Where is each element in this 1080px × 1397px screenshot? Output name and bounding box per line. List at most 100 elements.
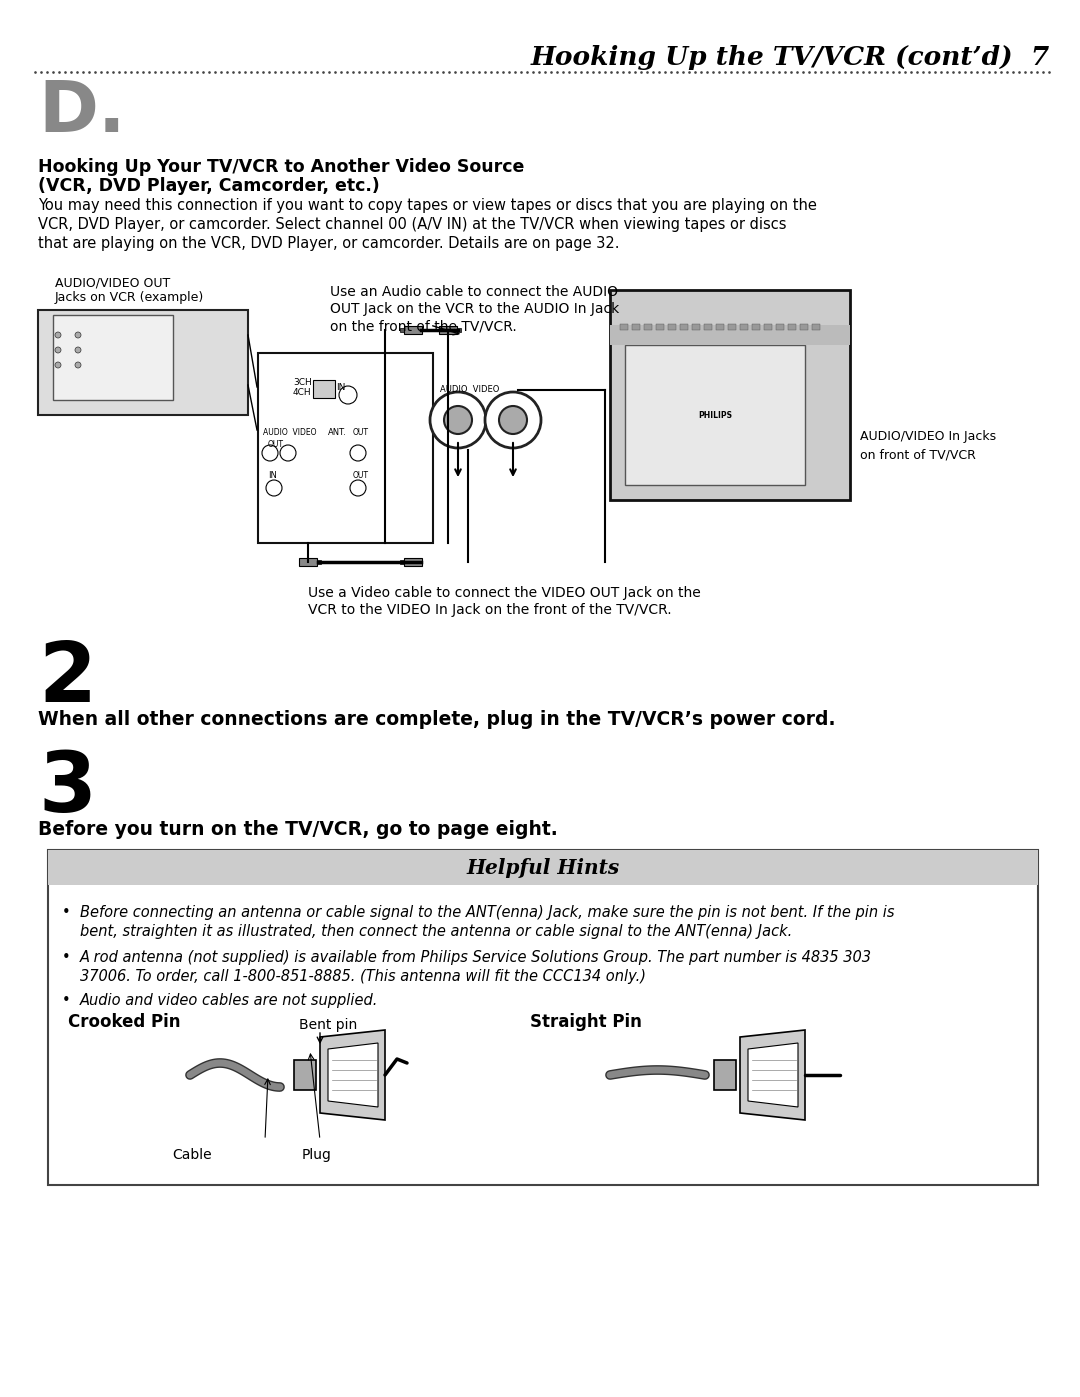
Bar: [764, 324, 772, 330]
Circle shape: [430, 393, 486, 448]
Bar: [438, 326, 457, 334]
Bar: [53, 314, 173, 400]
Circle shape: [55, 346, 60, 353]
Text: 3: 3: [38, 747, 96, 828]
Bar: [812, 324, 820, 330]
Bar: [632, 324, 640, 330]
Bar: [38, 310, 248, 415]
Circle shape: [339, 386, 357, 404]
Text: on front of TV/VCR: on front of TV/VCR: [860, 448, 976, 461]
Bar: [680, 324, 688, 330]
Circle shape: [444, 407, 472, 434]
Bar: [318, 560, 321, 564]
Text: Bent pin: Bent pin: [299, 1018, 357, 1032]
Circle shape: [350, 446, 366, 461]
Text: 3CH: 3CH: [293, 379, 312, 387]
Circle shape: [350, 481, 366, 496]
Text: AUDIO  VIDEO: AUDIO VIDEO: [264, 427, 316, 437]
Polygon shape: [748, 1044, 798, 1106]
Text: OUT: OUT: [353, 427, 369, 437]
Circle shape: [75, 362, 81, 367]
Text: Use a Video cable to connect the VIDEO OUT Jack on the: Use a Video cable to connect the VIDEO O…: [308, 585, 701, 599]
Bar: [692, 324, 700, 330]
Text: IN: IN: [336, 383, 346, 393]
Text: Hooking Up the TV/VCR (cont’d)  7: Hooking Up the TV/VCR (cont’d) 7: [530, 46, 1050, 70]
Text: Jacks on VCR (example): Jacks on VCR (example): [55, 291, 204, 305]
Text: Audio and video cables are not supplied.: Audio and video cables are not supplied.: [80, 993, 378, 1009]
Polygon shape: [740, 1030, 805, 1120]
Bar: [404, 326, 422, 334]
Bar: [714, 1060, 735, 1090]
Text: PHILIPS: PHILIPS: [698, 411, 732, 419]
Bar: [704, 324, 712, 330]
Text: Before you turn on the TV/VCR, go to page eight.: Before you turn on the TV/VCR, go to pag…: [38, 820, 557, 840]
Bar: [400, 328, 404, 332]
Text: AUDIO  VIDEO: AUDIO VIDEO: [440, 386, 499, 394]
Bar: [400, 560, 404, 564]
Bar: [258, 353, 433, 543]
Bar: [728, 324, 735, 330]
Bar: [669, 324, 676, 330]
Bar: [610, 326, 850, 345]
Text: OUT: OUT: [268, 440, 284, 448]
Text: OUT Jack on the VCR to the AUDIO In Jack: OUT Jack on the VCR to the AUDIO In Jack: [330, 302, 619, 316]
Bar: [48, 849, 1038, 886]
Text: 4CH: 4CH: [293, 388, 312, 397]
Polygon shape: [320, 1030, 384, 1120]
Bar: [800, 324, 808, 330]
Bar: [457, 328, 461, 332]
Bar: [313, 380, 335, 398]
Text: Before connecting an antenna or cable signal to the ANT(enna) Jack, make sure th: Before connecting an antenna or cable si…: [80, 905, 894, 921]
Bar: [716, 324, 724, 330]
Bar: [788, 324, 796, 330]
Text: AUDIO/VIDEO In Jacks: AUDIO/VIDEO In Jacks: [860, 430, 996, 443]
Bar: [620, 324, 627, 330]
Text: VCR to the VIDEO In Jack on the front of the TV/VCR.: VCR to the VIDEO In Jack on the front of…: [308, 604, 672, 617]
Text: bent, straighten it as illustrated, then connect the antenna or cable signal to : bent, straighten it as illustrated, then…: [80, 923, 793, 939]
Text: When all other connections are complete, plug in the TV/VCR’s power cord.: When all other connections are complete,…: [38, 710, 836, 729]
Bar: [777, 324, 784, 330]
Text: Crooked Pin: Crooked Pin: [68, 1013, 180, 1031]
Circle shape: [280, 446, 296, 461]
Text: (VCR, DVD Player, Camcorder, etc.): (VCR, DVD Player, Camcorder, etc.): [38, 177, 380, 196]
Circle shape: [499, 407, 527, 434]
Circle shape: [75, 332, 81, 338]
Text: 2: 2: [38, 638, 96, 719]
Bar: [625, 345, 805, 485]
Circle shape: [485, 393, 541, 448]
Circle shape: [75, 346, 81, 353]
Text: ANT.: ANT.: [328, 427, 347, 437]
Text: Plug: Plug: [302, 1148, 332, 1162]
Polygon shape: [328, 1044, 378, 1106]
Text: OUT: OUT: [353, 471, 369, 481]
Circle shape: [55, 332, 60, 338]
Text: AUDIO/VIDEO OUT: AUDIO/VIDEO OUT: [55, 277, 171, 289]
Text: D.: D.: [38, 78, 125, 147]
Text: Straight Pin: Straight Pin: [530, 1013, 642, 1031]
Bar: [610, 291, 850, 500]
Text: that are playing on the VCR, DVD Player, or camcorder. Details are on page 32.: that are playing on the VCR, DVD Player,…: [38, 236, 620, 251]
Circle shape: [266, 481, 282, 496]
Text: You may need this connection if you want to copy tapes or view tapes or discs th: You may need this connection if you want…: [38, 198, 816, 212]
Bar: [656, 324, 664, 330]
Text: A rod antenna (not supplied) is available from Philips Service Solutions Group. : A rod antenna (not supplied) is availabl…: [80, 950, 872, 965]
Bar: [644, 324, 652, 330]
Text: 37006. To order, call 1-800-851-8885. (This antenna will fit the CCC134 only.): 37006. To order, call 1-800-851-8885. (T…: [80, 970, 646, 983]
Circle shape: [55, 362, 60, 367]
Bar: [48, 849, 1038, 1185]
Bar: [752, 324, 760, 330]
Text: VCR, DVD Player, or camcorder. Select channel 00 (A/V IN) at the TV/VCR when vie: VCR, DVD Player, or camcorder. Select ch…: [38, 217, 786, 232]
Text: Helpful Hints: Helpful Hints: [467, 858, 620, 877]
Text: •: •: [62, 905, 70, 921]
Text: •: •: [62, 993, 70, 1009]
Text: on the front of the TV/VCR.: on the front of the TV/VCR.: [330, 319, 516, 332]
Bar: [740, 324, 748, 330]
Bar: [299, 557, 318, 566]
Text: •: •: [62, 950, 70, 965]
Text: Cable: Cable: [172, 1148, 212, 1162]
Circle shape: [262, 446, 278, 461]
Text: IN: IN: [268, 471, 276, 481]
Bar: [294, 1060, 316, 1090]
Text: Use an Audio cable to connect the AUDIO: Use an Audio cable to connect the AUDIO: [330, 285, 618, 299]
Text: Hooking Up Your TV/VCR to Another Video Source: Hooking Up Your TV/VCR to Another Video …: [38, 158, 525, 176]
